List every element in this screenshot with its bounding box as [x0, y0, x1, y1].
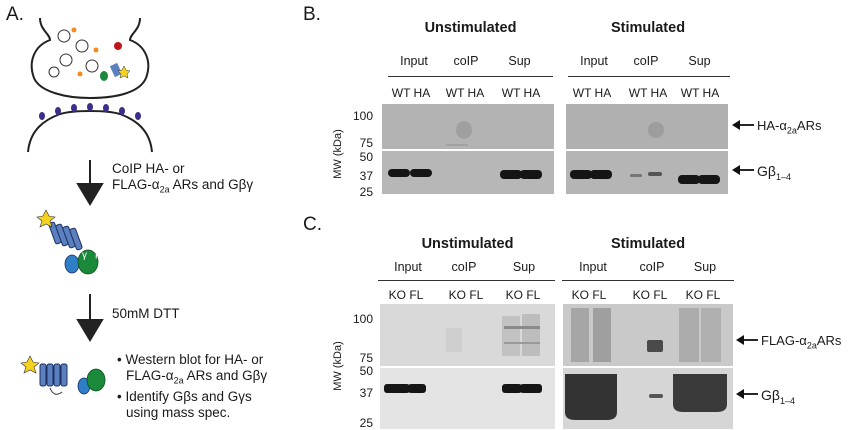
b-stim-header-sup: Sup — [688, 54, 711, 68]
c-stim-lane-sup: KO FL — [685, 288, 721, 302]
c-stim-header-coip: coIP — [639, 260, 665, 274]
c-unstim-lane-sup: KO FL — [505, 288, 541, 302]
c-unstim-header-coip: coIP — [451, 260, 477, 274]
b-stimulated-title: Stimulated — [610, 20, 686, 36]
c-stim-header-sup: Sup — [693, 260, 717, 274]
b-unstim-lane-sup: WT HA — [501, 86, 541, 100]
c-stim-header-input: Input — [579, 260, 607, 274]
c-mw-75: 75 — [359, 351, 373, 365]
postsynaptic-receptor-dots — [39, 103, 141, 120]
b-stim-rule — [568, 76, 730, 77]
gamma-label: γ — [82, 250, 87, 261]
b-unstim-lane-coip: WT HA — [445, 86, 485, 100]
c-stimulated-title: Stimulated — [610, 236, 686, 252]
c-stim-lane-coip: KO FL — [632, 288, 668, 302]
c-unstim-lane-coip: KO FL — [448, 288, 484, 302]
b-mw-25: 25 — [359, 185, 373, 199]
b-arrow-top-icon — [732, 120, 754, 130]
c-label-gbeta: Gβ1–4 — [761, 387, 795, 406]
c-mw-100: 100 — [352, 312, 373, 326]
b-unstim-header-sup: Sup — [508, 54, 531, 68]
synapse-diagram — [27, 17, 153, 153]
b-stim-blot — [566, 104, 728, 194]
c-arrow-top-icon — [736, 335, 758, 345]
down-arrow-1 — [76, 160, 104, 206]
b-stim-header-input: Input — [580, 54, 608, 68]
c-unstim-header-sup: Sup — [512, 260, 536, 274]
bullet-list: • Western blot for HA- or FLAG-α2a ARs a… — [117, 352, 268, 420]
c-mw-axis-label: MW (kDa) — [332, 341, 344, 391]
panel-c-label: C. — [303, 214, 322, 235]
b-unstim-blot — [382, 104, 554, 194]
c-arrow-bottom-icon — [736, 389, 758, 399]
b-unstimulated-title: Unstimulated — [424, 20, 517, 36]
b-stim-lane-input: WT HA — [572, 86, 612, 100]
panel-b-label: B. — [303, 4, 321, 25]
b-unstim-rule — [388, 76, 553, 77]
beta-label: β — [95, 247, 102, 259]
b-mw-75: 75 — [359, 136, 373, 150]
c-unstimulated-title: Unstimulated — [421, 236, 514, 252]
b-mw-37: 37 — [359, 169, 373, 183]
b-stim-header-coip: coIP — [633, 54, 659, 68]
step2-text: 50mM DTT — [112, 306, 180, 321]
c-stim-lane-input: KO FL — [571, 288, 607, 302]
c-unstim-header-input: Input — [394, 260, 422, 274]
receptor-complex-icon — [36, 209, 99, 275]
c-stim-rule — [562, 280, 734, 281]
c-unstim-rule — [378, 280, 555, 281]
panel-a-schematic — [20, 17, 153, 395]
b-arrow-bottom-icon — [732, 165, 754, 175]
down-arrow-2 — [76, 294, 104, 342]
b-unstim-header-input: Input — [400, 54, 428, 68]
c-mw-25: 25 — [359, 416, 373, 430]
b-mw-axis-label: MW (kDa) — [332, 129, 344, 179]
panel-a-label: A. — [6, 4, 24, 25]
c-unstim-lane-input: KO FL — [388, 288, 424, 302]
b-unstim-lane-input: WT HA — [391, 86, 431, 100]
c-mw-37: 37 — [359, 386, 373, 400]
b-label-ha-a2a-ars: HA-α2aARs — [757, 118, 822, 136]
c-label-flag-a2a-ars: FLAG-α2aARs — [761, 333, 842, 351]
b-stim-lane-sup: WT HA — [680, 86, 720, 100]
step1-text: CoIP HA- or FLAG-α2a ARs and Gβγ — [112, 161, 254, 195]
c-mw-50: 50 — [359, 364, 373, 378]
dissociated-complex-icon — [20, 355, 106, 395]
b-label-gbeta: Gβ1–4 — [757, 163, 791, 182]
b-unstim-header-coip: coIP — [453, 54, 479, 68]
b-stim-lane-coip: WT HA — [628, 86, 668, 100]
c-stim-blot — [563, 304, 733, 429]
b-mw-50: 50 — [359, 150, 373, 164]
c-unstim-blot — [380, 304, 555, 429]
b-mw-100: 100 — [352, 109, 373, 123]
vesicles — [48, 29, 99, 78]
